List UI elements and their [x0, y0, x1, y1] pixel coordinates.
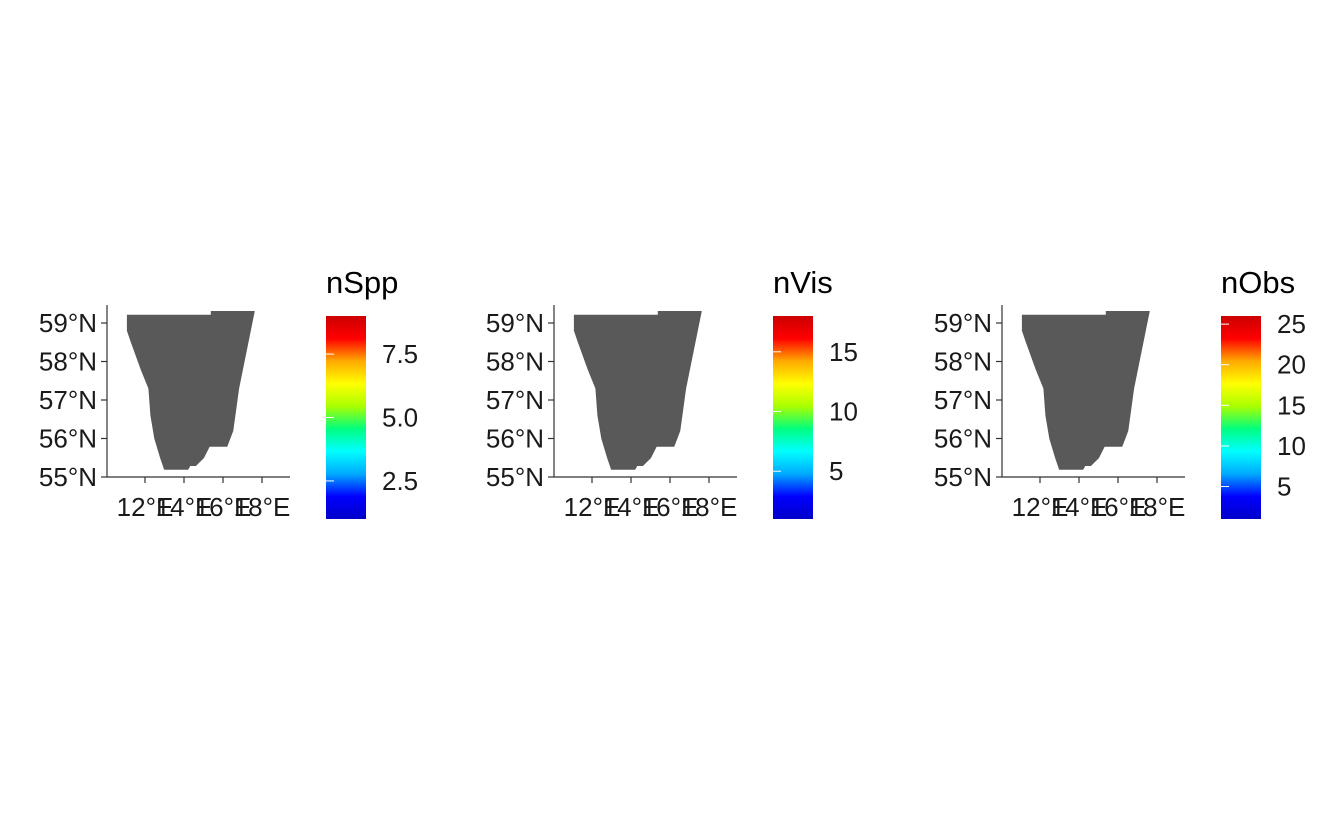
study-area-region	[573, 311, 702, 470]
y-tick-label: 55°N	[934, 462, 992, 492]
x-tick-label: 18°E	[681, 492, 738, 522]
y-axis-ticks: 59°N 58°N 57°N 56°N 55°N	[934, 308, 1002, 492]
legend-tick-label: 5	[1277, 472, 1291, 502]
legend-tick-label: 7.5	[382, 339, 418, 369]
map-panel-nspp: 59°N 58°N 57°N 56°N 55°N 12°E 14°E 16°E …	[39, 265, 418, 522]
x-tick-label: 12°E	[1012, 492, 1069, 522]
study-area-region	[126, 311, 255, 470]
legend-tick-label: 15	[1277, 390, 1306, 420]
y-tick-label: 59°N	[934, 308, 992, 338]
x-axis-ticks: 12°E 14°E 16°E 18°E	[564, 477, 738, 522]
y-tick-label: 59°N	[39, 308, 97, 338]
y-tick-label: 55°N	[39, 462, 97, 492]
x-tick-label: 16°E	[642, 492, 699, 522]
y-tick-label: 58°N	[39, 347, 97, 377]
color-legend: nVis 15 10 5	[773, 265, 858, 519]
y-tick-label: 57°N	[934, 385, 992, 415]
map-panel-nvis: 59°N 58°N 57°N 56°N 55°N 12°E 14°E 16°E …	[486, 265, 858, 522]
y-tick-label: 56°N	[934, 424, 992, 454]
legend-title: nVis	[773, 265, 833, 300]
x-tick-label: 14°E	[1051, 492, 1108, 522]
x-tick-label: 14°E	[603, 492, 660, 522]
legend-title: nSpp	[326, 265, 398, 300]
y-tick-label: 56°N	[39, 424, 97, 454]
legend-tick-label: 2.5	[382, 466, 418, 496]
y-tick-label: 56°N	[486, 424, 544, 454]
y-tick-label: 59°N	[486, 308, 544, 338]
map-panel-nobs: 59°N 58°N 57°N 56°N 55°N 12°E 14°E 16°E …	[934, 265, 1306, 522]
y-tick-label: 57°N	[486, 385, 544, 415]
color-legend: nSpp 7.5 5.0 2.5	[326, 265, 418, 519]
y-tick-label: 58°N	[934, 347, 992, 377]
legend-title: nObs	[1221, 265, 1295, 300]
legend-tick-label: 10	[829, 397, 858, 427]
x-tick-label: 16°E	[1090, 492, 1147, 522]
color-legend: nObs 25 20 15 10 5	[1221, 265, 1306, 519]
legend-tick-label: 5	[829, 456, 843, 486]
x-tick-label: 12°E	[564, 492, 621, 522]
legend-colorbar	[773, 316, 813, 519]
legend-tick-label: 20	[1277, 350, 1306, 380]
x-tick-label: 16°E	[195, 492, 252, 522]
y-tick-label: 55°N	[486, 462, 544, 492]
y-tick-label: 57°N	[39, 385, 97, 415]
x-axis-ticks: 12°E 14°E 16°E 18°E	[1012, 477, 1186, 522]
legend-tick-label: 10	[1277, 431, 1306, 461]
study-area-region	[1021, 311, 1150, 470]
x-axis-ticks: 12°E 14°E 16°E 18°E	[117, 477, 291, 522]
y-tick-label: 58°N	[486, 347, 544, 377]
y-axis-ticks: 59°N 58°N 57°N 56°N 55°N	[39, 308, 107, 492]
legend-colorbar	[1221, 316, 1261, 519]
x-tick-label: 18°E	[1129, 492, 1186, 522]
x-tick-label: 18°E	[234, 492, 291, 522]
legend-tick-label: 25	[1277, 309, 1306, 339]
y-axis-ticks: 59°N 58°N 57°N 56°N 55°N	[486, 308, 554, 492]
legend-tick-label: 5.0	[382, 403, 418, 433]
legend-tick-label: 15	[829, 337, 858, 367]
x-tick-label: 14°E	[156, 492, 213, 522]
x-tick-label: 12°E	[117, 492, 174, 522]
